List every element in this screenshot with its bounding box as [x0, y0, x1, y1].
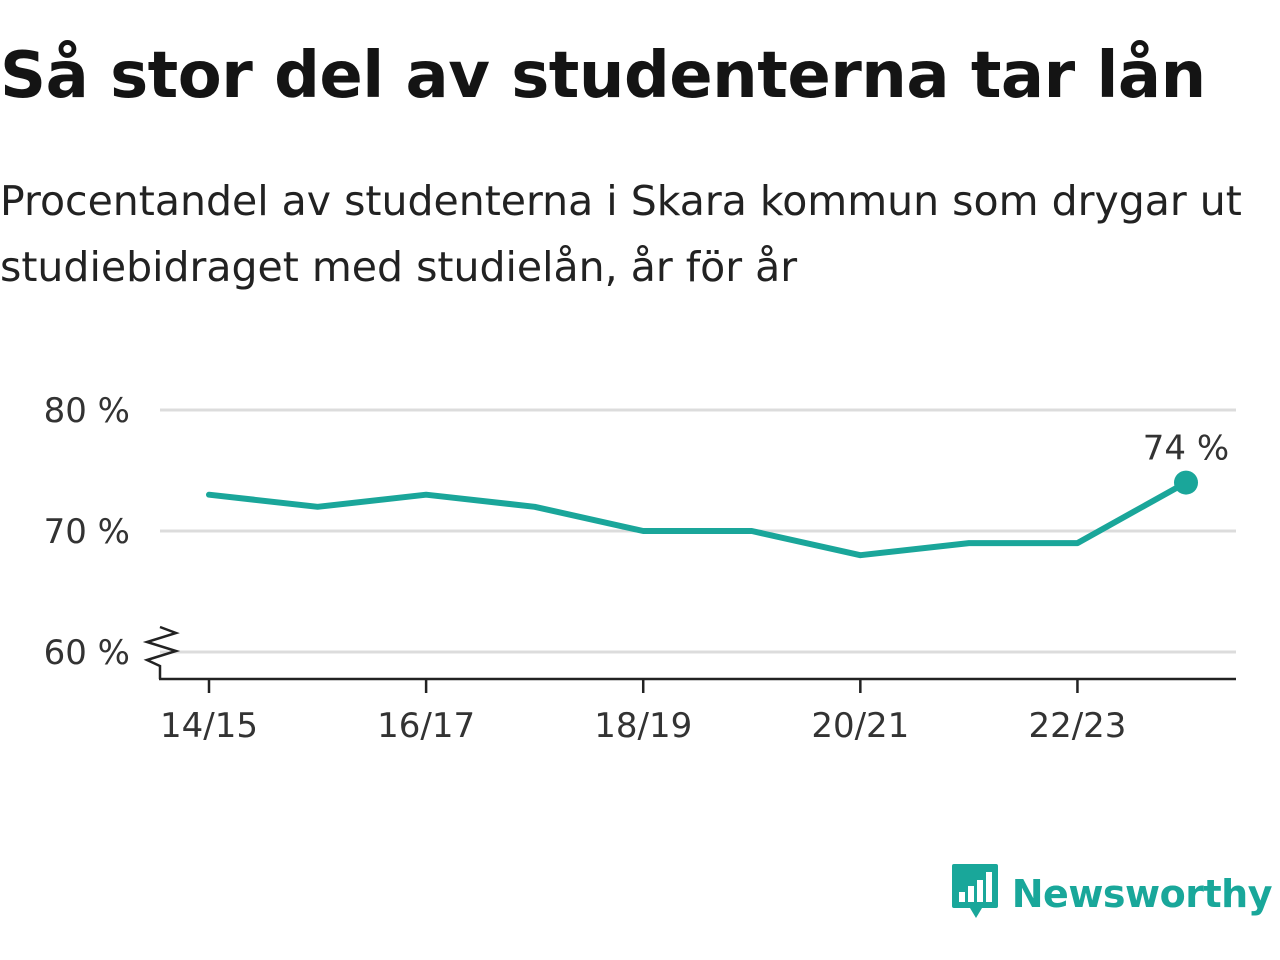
x-tick-label: 16/17 [377, 706, 475, 746]
bar-chart-speech-bubble-icon [950, 862, 1000, 926]
data-point-last [1174, 470, 1198, 495]
axes [142, 625, 1236, 693]
labels: 60 % 70 % 80 % 14/15 16/17 18/19 20/21 22/23 74 … [44, 391, 1230, 746]
x-tick-label: 20/21 [811, 706, 909, 746]
x-tick-label: 22/23 [1028, 706, 1126, 746]
x-tick-label: 14/15 [160, 706, 258, 746]
y-tick-label: 70 % [44, 512, 130, 552]
chart-title: Så stor del av studenterna tar lån [0, 39, 1206, 113]
brand-name: Newsworthy [1011, 872, 1273, 916]
series-line [206, 479, 1189, 559]
data-series [206, 470, 1198, 559]
x-tick-label: 18/19 [594, 706, 692, 746]
y-tick-label: 80 % [44, 391, 130, 431]
data-label: 74 % [1143, 429, 1229, 469]
y-tick-label: 60 % [44, 633, 130, 673]
newsworthy-logo: Newsworthy [950, 862, 1273, 926]
chart-subtitle: Procentandel av studenterna i Skara komm… [0, 177, 1242, 291]
y-axis-break [142, 625, 181, 679]
